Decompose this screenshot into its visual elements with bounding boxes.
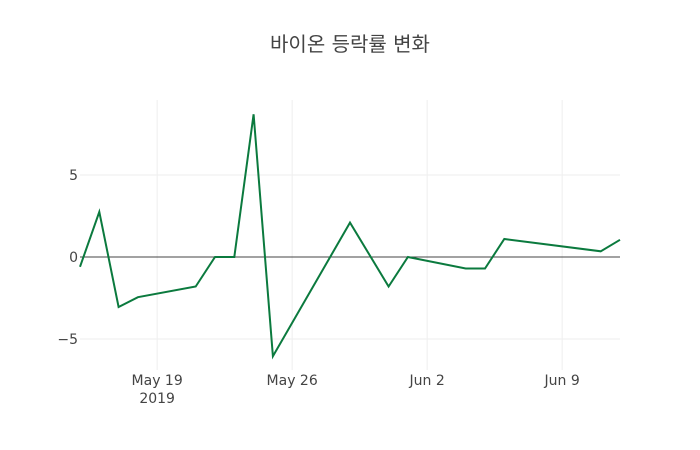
x-axis-ticks: May 19 2019 May 26 Jun 2 Jun 9 [132,373,580,407]
series-line [79,114,621,360]
y-tick-label: 5 [69,168,78,184]
x-tick-sublabel: 2019 [139,391,175,407]
x-tick-label: May 26 [267,373,318,389]
y-tick-label: 0 [69,250,78,266]
gridlines [80,100,620,370]
y-tick-label: −5 [57,332,78,348]
x-tick-label: May 19 [132,373,183,389]
x-tick-label: Jun 9 [544,373,580,389]
x-tick-label: Jun 2 [409,373,445,389]
chart-title: 바이온 등락률 변화 [270,32,430,56]
y-axis-ticks: 5 0 −5 [57,168,78,348]
